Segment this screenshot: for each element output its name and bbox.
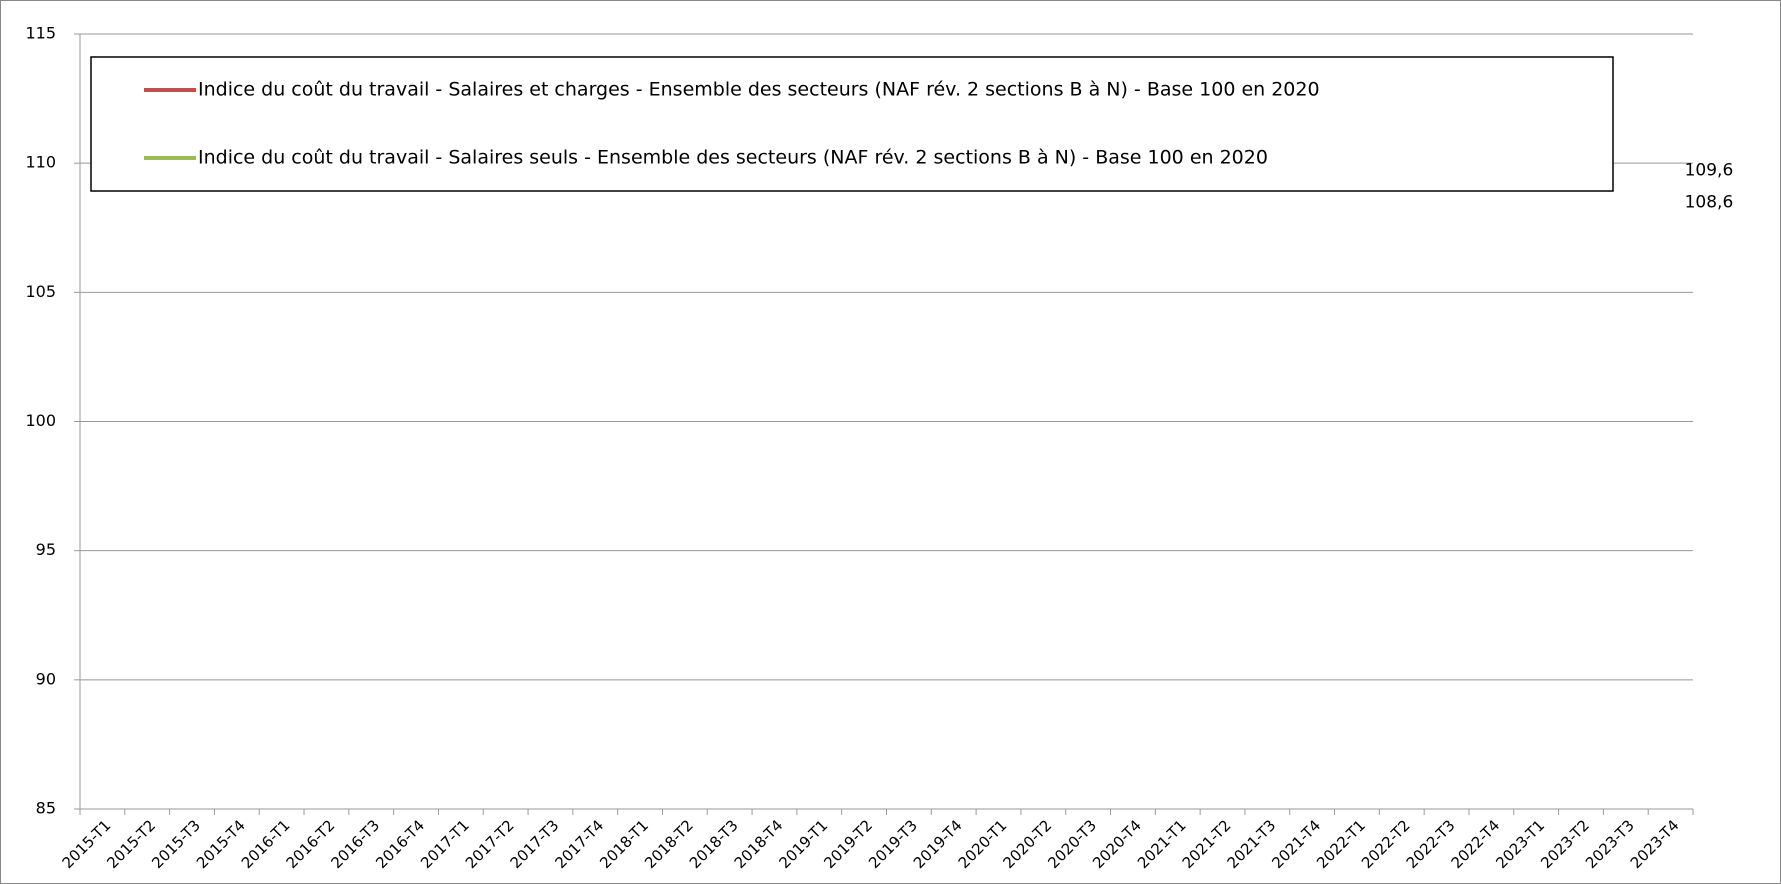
legend-box (90, 56, 1614, 192)
legend-label: Indice du coût du travail - Salaires seu… (198, 147, 1268, 169)
legend: Indice du coût du travail - Salaires et … (90, 56, 1614, 192)
data-label: 108,6 (1685, 192, 1734, 212)
data-label: 109,6 (1685, 161, 1734, 181)
y-tick-label: 85 (36, 799, 56, 818)
y-tick-label: 100 (25, 411, 56, 430)
y-tick-label: 110 (25, 153, 56, 172)
y-tick-label: 95 (36, 540, 56, 559)
y-tick-label: 115 (25, 24, 56, 43)
y-tick-label: 105 (25, 282, 56, 301)
y-tick-label: 90 (36, 669, 56, 688)
legend-label: Indice du coût du travail - Salaires et … (198, 79, 1320, 101)
